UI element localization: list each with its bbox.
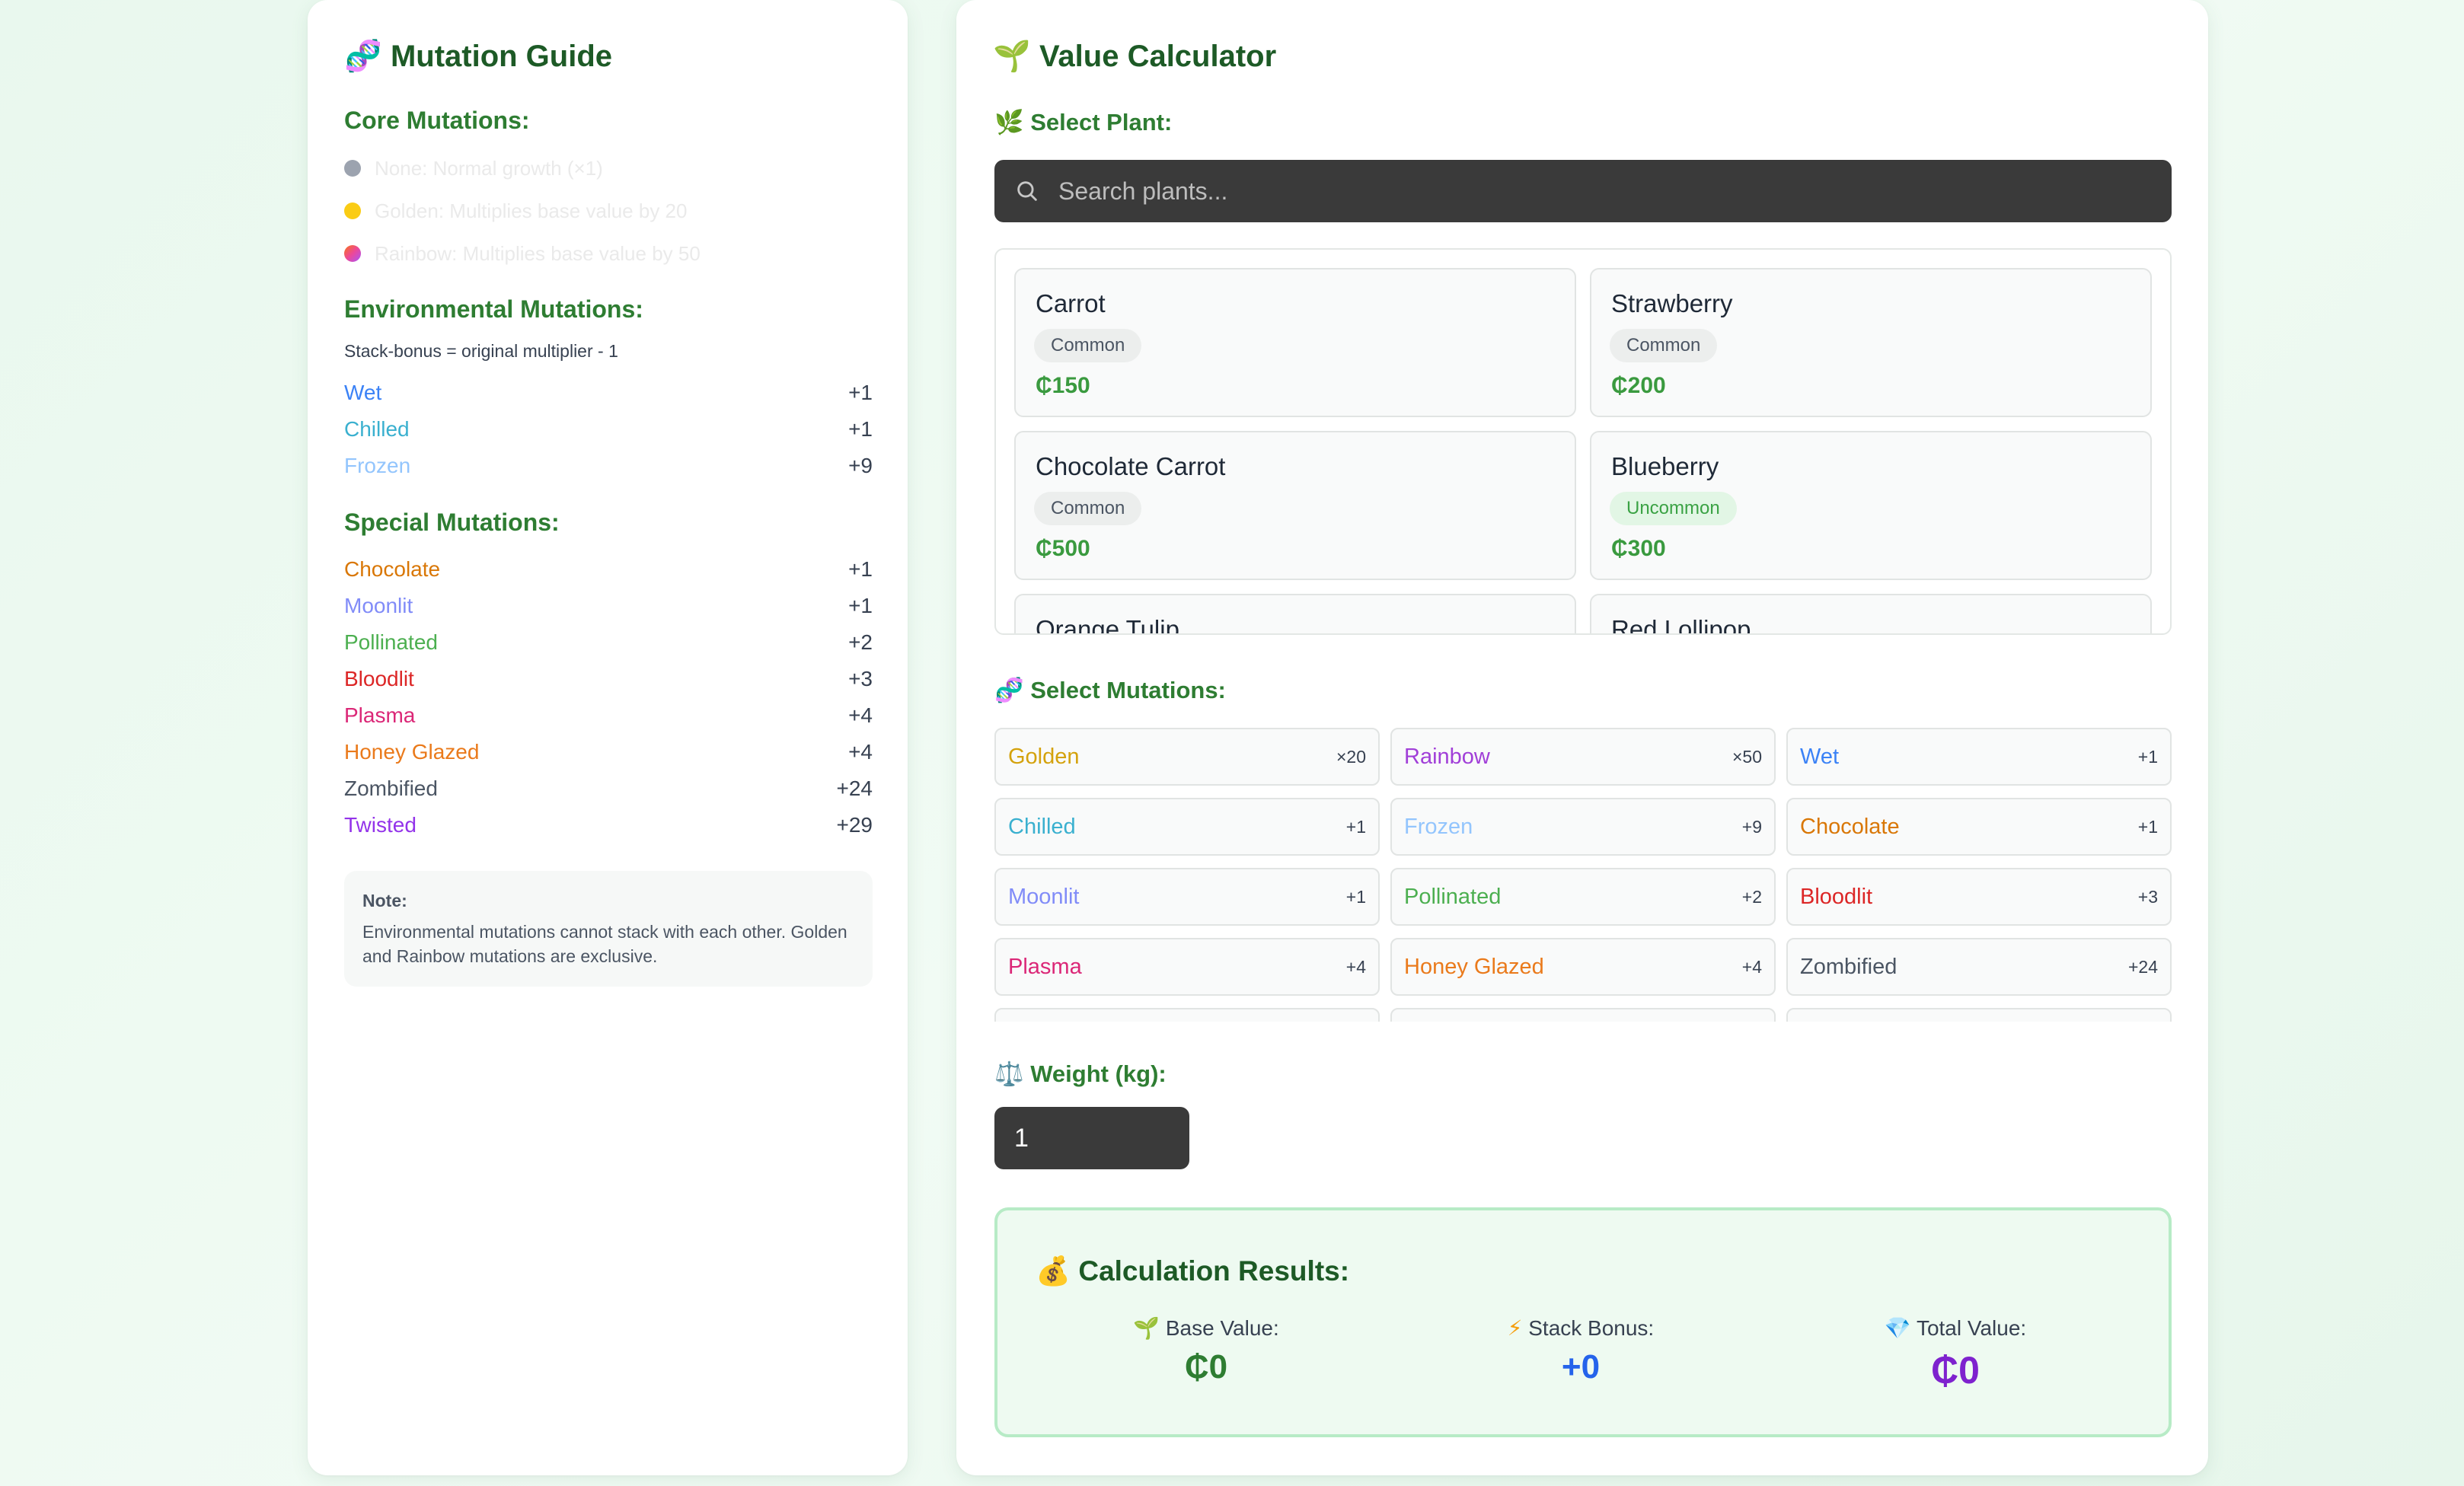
mutation-zombified-button[interactable]: Zombified +24 [1786, 938, 2172, 996]
results-title: 💰 Calculation Results: [1036, 1255, 1350, 1287]
mutation-bloodlit-button[interactable]: Bloodlit +3 [1786, 868, 2172, 926]
value-calculator-panel: 🌱 Value Calculator 🌿 Select Plant: Carro… [956, 0, 2208, 1475]
plant-card-carrot[interactable]: Carrot Common ₵150 [1014, 268, 1576, 417]
mutation-honey-glazed-button[interactable]: Honey Glazed +4 [1390, 938, 1776, 996]
special-item-chocolate: Chocolate +1 [344, 557, 873, 581]
plant-name: Strawberry [1611, 289, 1733, 317]
special-item-plasma: Plasma +4 [344, 703, 873, 727]
special-item-honey-glazed: Honey Glazed +4 [344, 740, 873, 764]
total-value: 💎 Total Value: ₵0 [1803, 1315, 2108, 1392]
dna-icon: 🧬 [994, 677, 1024, 704]
calculation-results: 💰 Calculation Results: 🌱 Base Value: ₵0 … [994, 1207, 2172, 1437]
special-mutations-heading: Special Mutations: [344, 509, 560, 536]
seedling-icon: 🌱 [993, 39, 1031, 74]
guide-title: 🧬 Mutation Guide [344, 39, 613, 74]
mutation-plasma-button[interactable]: Plasma +4 [994, 938, 1380, 996]
mutation-chilled-button[interactable]: Chilled +1 [994, 798, 1380, 856]
plant-name: Red Lollipop [1611, 615, 1751, 635]
calculator-title: 🌱 Value Calculator [993, 39, 1277, 74]
herb-icon: 🌿 [994, 109, 1024, 136]
weight-label: ⚖️ Weight (kg): [994, 1060, 1167, 1088]
plant-name: Carrot [1036, 289, 1106, 317]
env-item-frozen: Frozen +9 [344, 454, 873, 477]
total-value-amount: ₵0 [1931, 1349, 1980, 1392]
plant-card-red-lollipop[interactable]: Red Lollipop [1590, 594, 2152, 635]
core-item-none: None: Normal growth (×1) [344, 157, 603, 180]
note-body: Environmental mutations cannot stack wit… [362, 922, 847, 966]
lightning-icon: ⚡ [1507, 1315, 1523, 1341]
mutation-rainbow-button[interactable]: Rainbow ×50 [1390, 728, 1776, 786]
plant-name: Orange Tulip [1036, 615, 1179, 635]
plant-card-blueberry[interactable]: Blueberry Uncommon ₵300 [1590, 431, 2152, 580]
plant-price: ₵500 [1036, 536, 1090, 561]
mutation-guide-panel: 🧬 Mutation Guide Core Mutations: None: N… [308, 0, 908, 1475]
plant-search-input[interactable] [1057, 176, 2126, 206]
env-item-wet: Wet +1 [344, 381, 873, 404]
mutation-pollinated-button[interactable]: Pollinated +2 [1390, 868, 1776, 926]
plant-card-orange-tulip[interactable]: Orange Tulip [1014, 594, 1576, 635]
stack-bonus-amount: +0 [1561, 1348, 1601, 1386]
plant-price: ₵200 [1611, 373, 1666, 398]
environmental-mutations-heading: Environmental Mutations: [344, 295, 643, 323]
mutation-button-partial[interactable] [1786, 1008, 2172, 1022]
select-mutations-label: 🧬 Select Mutations: [994, 677, 1226, 704]
mutation-button-partial[interactable] [994, 1008, 1380, 1022]
note-box: Note: Environmental mutations cannot sta… [344, 871, 873, 987]
base-value: 🌱 Base Value: ₵0 [1054, 1315, 1358, 1386]
rarity-badge: Common [1610, 329, 1718, 362]
mutation-moonlit-button[interactable]: Moonlit +1 [994, 868, 1380, 926]
special-item-zombified: Zombified +24 [344, 776, 873, 800]
env-item-chilled: Chilled +1 [344, 417, 873, 441]
plant-card-strawberry[interactable]: Strawberry Common ₵200 [1590, 268, 2152, 417]
mutation-chocolate-button[interactable]: Chocolate +1 [1786, 798, 2172, 856]
mutation-options[interactable]: Golden ×20 Rainbow ×50 Wet +1 Chilled +1… [994, 728, 2172, 1022]
special-item-pollinated: Pollinated +2 [344, 630, 873, 654]
core-mutations-heading: Core Mutations: [344, 107, 530, 134]
yellow-dot-icon [344, 202, 361, 219]
note-title: Note: [362, 891, 407, 910]
scale-icon: ⚖️ [994, 1060, 1024, 1088]
rarity-badge: Common [1034, 492, 1142, 525]
dna-icon: 🧬 [344, 39, 382, 74]
gray-dot-icon [344, 160, 361, 177]
special-item-bloodlit: Bloodlit +3 [344, 667, 873, 690]
weight-input[interactable] [994, 1107, 1189, 1169]
rarity-badge: Common [1034, 329, 1142, 362]
stack-bonus-note: Stack-bonus = original multiplier - 1 [344, 341, 618, 361]
base-value-amount: ₵0 [1184, 1348, 1228, 1386]
plant-name: Blueberry [1611, 452, 1719, 480]
money-bag-icon: 💰 [1036, 1255, 1071, 1287]
select-plant-label: 🌿 Select Plant: [994, 109, 1173, 136]
rainbow-dot-icon [344, 245, 361, 262]
plant-card-chocolate-carrot[interactable]: Chocolate Carrot Common ₵500 [1014, 431, 1576, 580]
mutation-frozen-button[interactable]: Frozen +9 [1390, 798, 1776, 856]
plant-price: ₵150 [1036, 373, 1090, 398]
stack-bonus: ⚡ Stack Bonus: +0 [1428, 1315, 1733, 1386]
search-icon [1017, 181, 1037, 201]
rarity-badge: Uncommon [1610, 492, 1737, 525]
mutation-wet-button[interactable]: Wet +1 [1786, 728, 2172, 786]
plant-search-bar[interactable] [994, 160, 2172, 222]
special-item-twisted: Twisted +29 [344, 813, 873, 837]
core-item-golden: Golden: Multiplies base value by 20 [344, 199, 687, 222]
gem-icon: 💎 [1884, 1315, 1911, 1341]
seedling-icon: 🌱 [1133, 1315, 1160, 1341]
plant-list[interactable]: Carrot Common ₵150 Strawberry Common ₵20… [994, 248, 2172, 635]
plant-name: Chocolate Carrot [1036, 452, 1226, 480]
mutation-button-partial[interactable] [1390, 1008, 1776, 1022]
special-item-moonlit: Moonlit +1 [344, 594, 873, 617]
mutation-golden-button[interactable]: Golden ×20 [994, 728, 1380, 786]
core-item-rainbow: Rainbow: Multiplies base value by 50 [344, 242, 701, 265]
plant-price: ₵300 [1611, 536, 1666, 561]
